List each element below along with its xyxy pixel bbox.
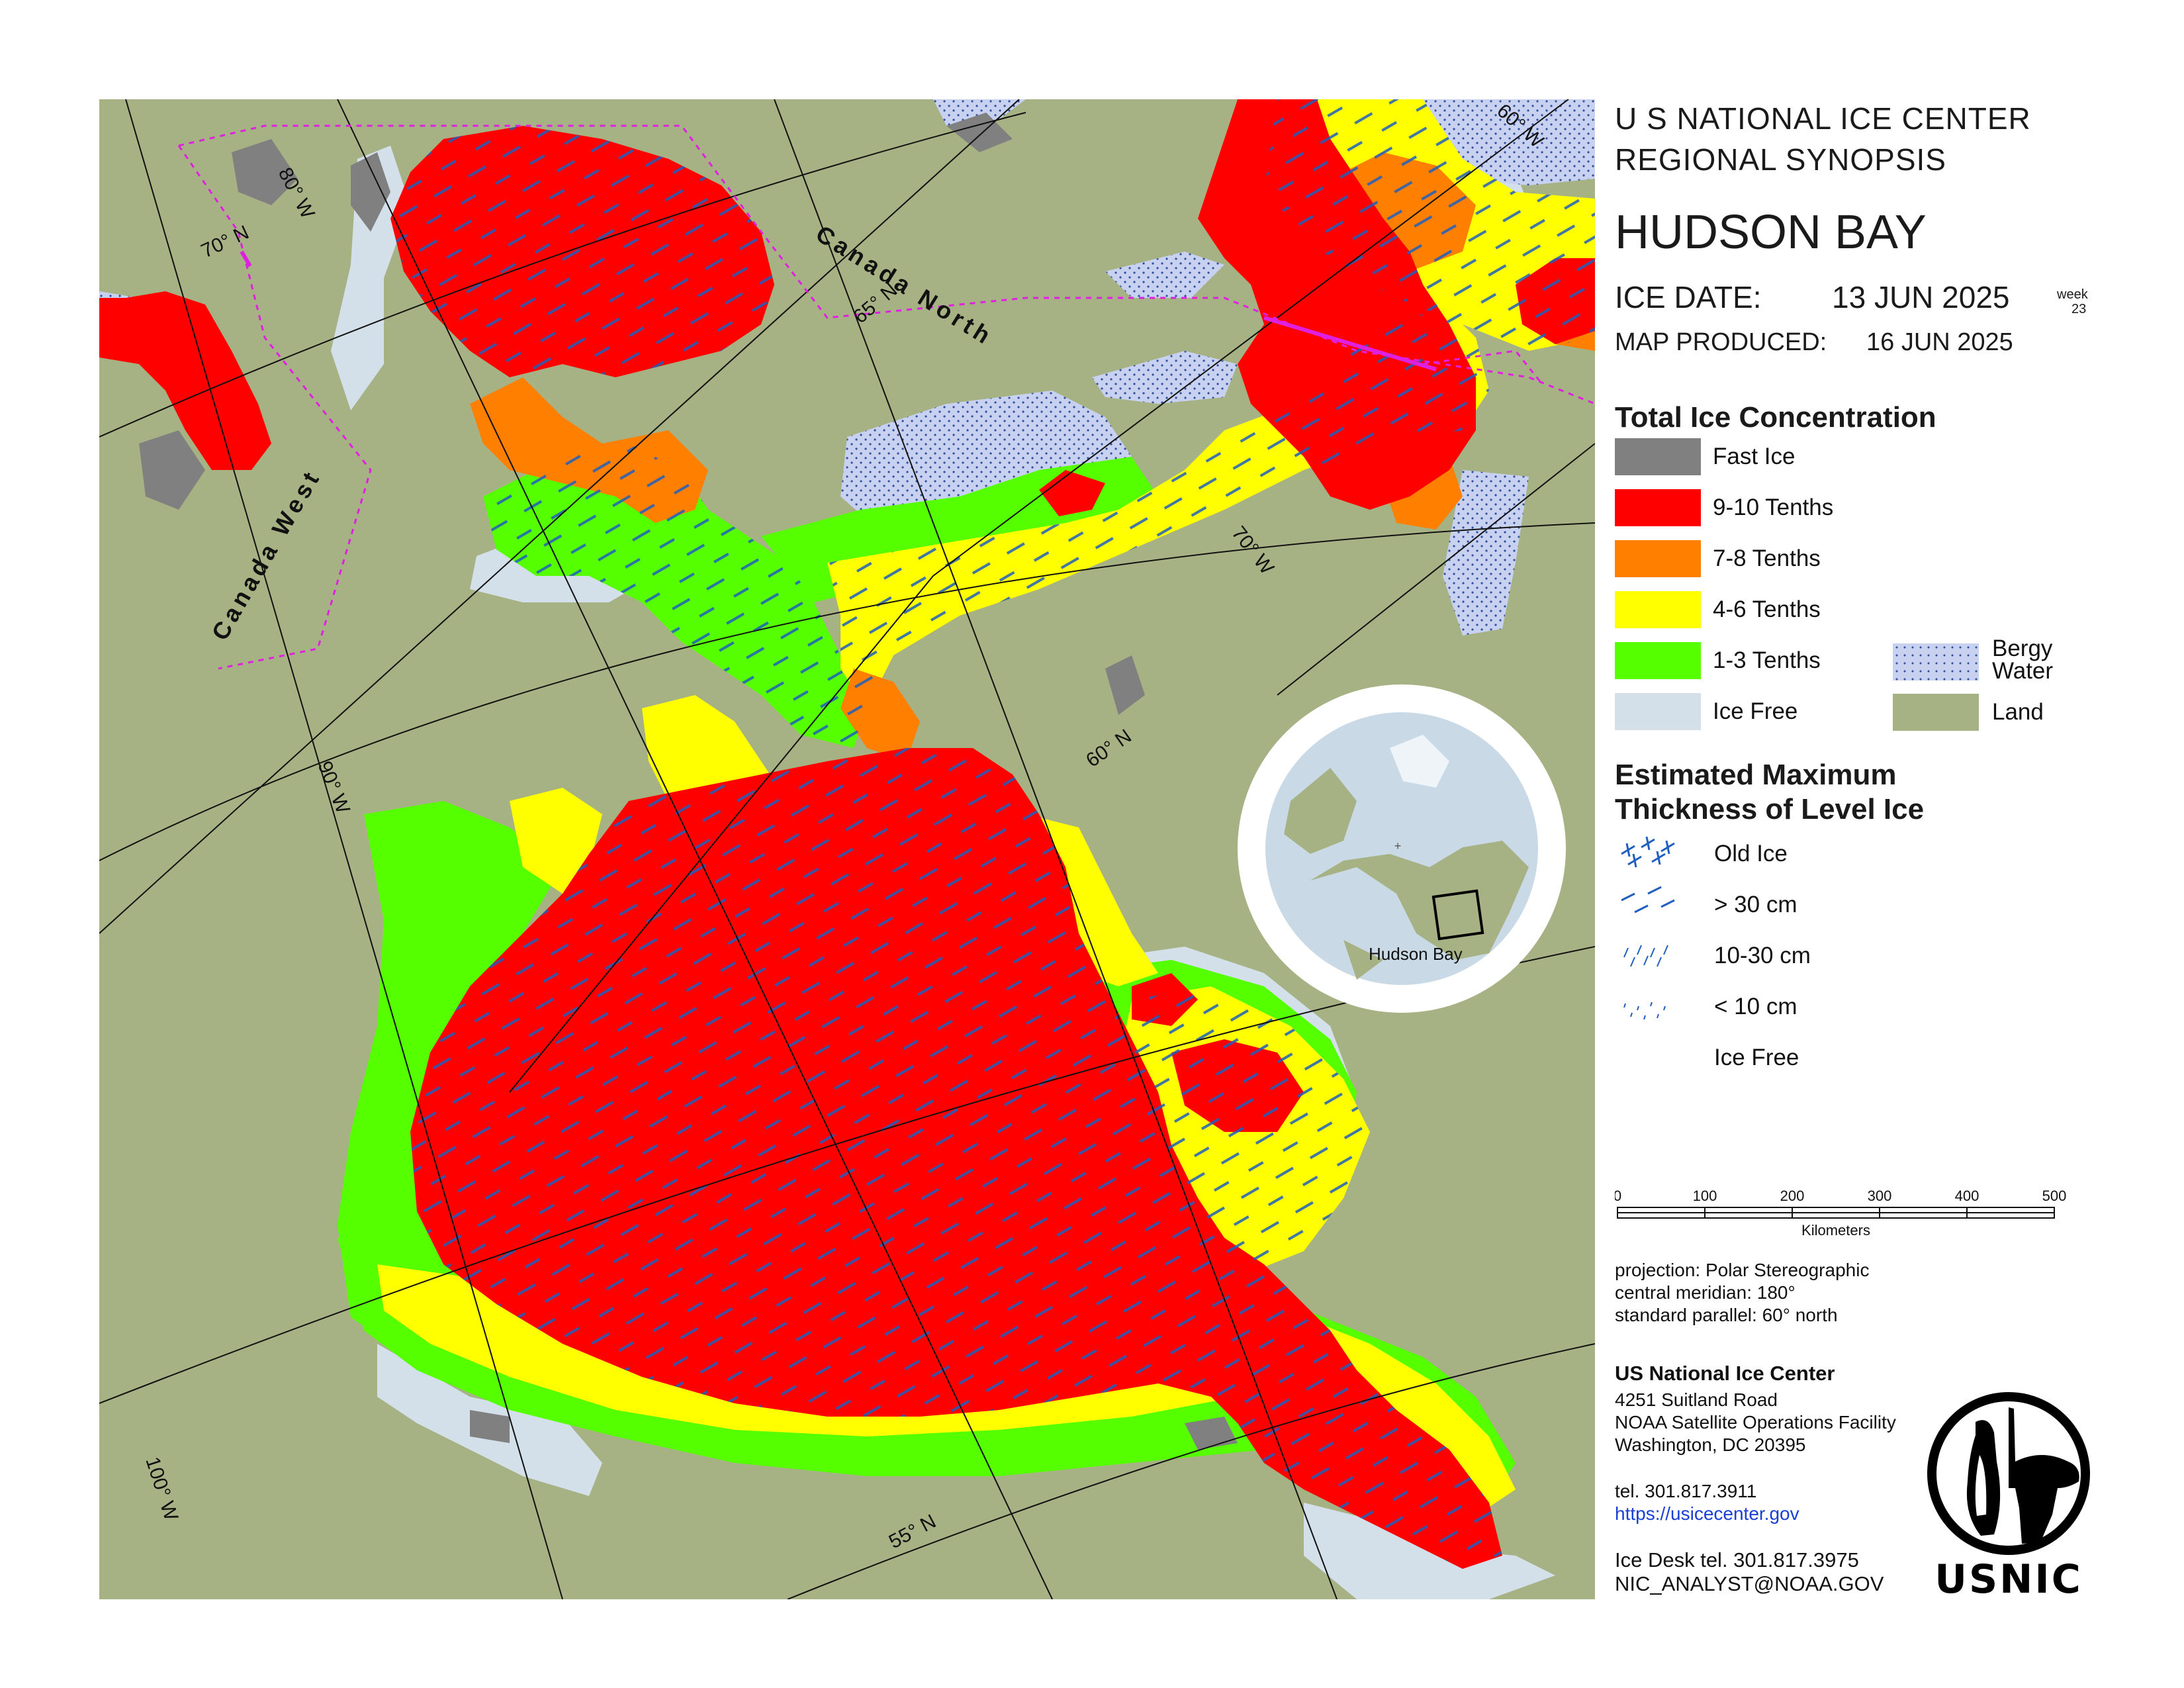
contact-address2: NOAA Satellite Operations Facility [1615,1412,1896,1432]
scale-tick-label: 300 [1868,1188,1892,1204]
scale-unit: Kilometers [1801,1222,1870,1239]
week-number: 23 [2071,302,2087,316]
label-bergy-line2: Water [1992,658,2054,684]
svg-text:+: + [1394,839,1402,853]
logo-text: USNIC [1934,1556,2083,1599]
info-panel: U S NATIONAL ICE CENTER REGIONAL SYNOPSI… [1615,99,2158,1599]
contact-url[interactable]: https://usicecenter.gov [1615,1503,1799,1524]
region-title: HUDSON BAY [1615,206,1927,259]
legend-thickness-title-2: Thickness of Level Ice [1615,793,1925,825]
swatch-9-10-tenths [1615,489,1701,526]
fast-ice-areas [139,113,1238,1450]
legend-label-3: 4-6 Tenths [1713,596,1821,622]
scale-tick-label: 500 [2042,1188,2067,1204]
ice-date-label: ICE DATE: [1615,280,1762,314]
graticule-lines [99,99,1595,1599]
week-label: week [2057,287,2088,302]
thickness-30cm-overlay [390,99,1595,1569]
contact-address1: 4251 Suitland Road [1615,1389,1778,1410]
contact-org: US National Ice Center [1615,1362,1835,1385]
projection-line3: standard parallel: 60° north [1615,1305,1838,1325]
thickness-label-4: Ice Free [1714,1045,1799,1070]
swatch-fast-ice [1615,438,1701,475]
thickness-label-1: > 30 cm [1714,892,1797,917]
legend-thickness-title-1: Estimated Maximum [1615,759,1897,791]
scale-tick-label: 100 [1693,1188,1717,1204]
org-line2: REGIONAL SYNOPSIS [1615,142,1946,177]
swatch-bergy-water [1893,643,1979,680]
org-line1: U S NATIONAL ICE CENTER [1615,101,2031,136]
contact-email: NIC_ANALYST@NOAA.GOV [1615,1572,1884,1595]
contact-desk: Ice Desk tel. 301.817.3975 [1615,1548,1859,1571]
legend-label-4: 1-3 Tenths [1713,647,1821,673]
contact-address3: Washington, DC 20395 [1615,1434,1806,1455]
produced-date: 16 JUN 2025 [1866,328,2013,356]
swatch-7-8-tenths [1615,540,1701,577]
produced-label: MAP PRODUCED: [1615,328,1827,356]
swatch-4-6-tenths [1615,591,1701,628]
thickness-label-3: < 10 cm [1714,994,1797,1019]
contact-tel: tel. 301.817.3911 [1615,1481,1757,1501]
scale-tick-label: 200 [1780,1188,1805,1204]
zone-marker [240,250,252,267]
legend-label-1: 9-10 Tenths [1713,494,1834,520]
swatch-1-3-tenths [1615,642,1701,679]
thickness-label-0: Old Ice [1714,841,1788,867]
legend-label-0: Fast Ice [1713,444,1796,469]
inset-label: Hudson Bay [1369,944,1463,964]
projection-line1: projection: Polar Stereographic [1615,1260,1870,1280]
scale-tick-label: 400 [1955,1188,1979,1204]
label-bergy-line1: Bergy [1992,635,2053,661]
ice-date: 13 JUN 2025 [1832,280,2010,314]
zone-boundaries [177,124,1595,670]
bear-icon [2009,1407,2079,1544]
usnic-logo: USNIC [1927,1392,2090,1599]
swatch-land [1893,694,1979,731]
inset-globe: + Hudson Bay [1238,684,1566,1013]
scale-bar: 0 100 200 300 400 500 Kilometers [1615,1188,2067,1239]
legend-concentration-title: Total Ice Concentration [1615,401,1936,434]
scale-tick-label: 0 [1615,1188,1621,1204]
thickness-label-2: 10-30 cm [1714,943,1811,968]
swatch-ice-free [1615,693,1701,730]
projection-line2: central meridian: 180° [1615,1282,1796,1303]
legend-label-5: Ice Free [1713,698,1798,724]
label-land: Land [1992,699,2044,725]
legend-label-2: 7-8 Tenths [1713,545,1821,571]
thickness-legend-symbols [1621,836,1675,1020]
zone-marker-2 [1263,316,1437,371]
ice-concentration-map: Canada North Canada West 80° W 90° W 100… [99,99,1595,1599]
